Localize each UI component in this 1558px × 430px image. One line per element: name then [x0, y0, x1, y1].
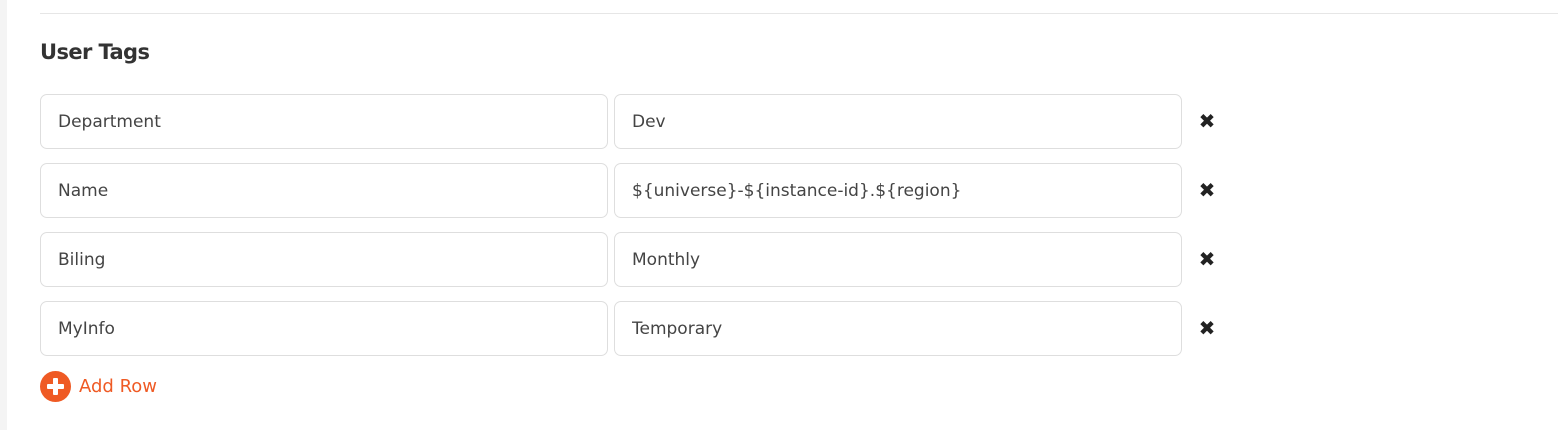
- tag-value-input[interactable]: [614, 301, 1182, 356]
- tag-key-input[interactable]: [40, 301, 608, 356]
- remove-row-close-icon[interactable]: ✖: [1198, 109, 1216, 133]
- remove-row-close-icon[interactable]: ✖: [1198, 316, 1216, 340]
- remove-row-close-icon[interactable]: ✖: [1198, 178, 1216, 202]
- tag-value-input[interactable]: [614, 94, 1182, 149]
- add-row-label: Add Row: [79, 376, 158, 397]
- plus-circle-icon: [40, 371, 71, 402]
- tag-key-input[interactable]: [40, 232, 608, 287]
- tag-row: ✖: [40, 163, 1240, 218]
- left-sidebar-edge: [0, 0, 7, 430]
- tag-row: ✖: [40, 301, 1240, 356]
- tag-value-input[interactable]: [614, 232, 1182, 287]
- tag-row: ✖: [40, 232, 1240, 287]
- tag-key-input[interactable]: [40, 94, 608, 149]
- add-row-button[interactable]: Add Row: [40, 371, 157, 402]
- section-title: User Tags: [40, 40, 150, 64]
- divider: [40, 13, 1558, 14]
- remove-row-close-icon[interactable]: ✖: [1198, 247, 1216, 271]
- tag-key-input[interactable]: [40, 163, 608, 218]
- tag-value-input[interactable]: [614, 163, 1182, 218]
- tag-row: ✖: [40, 94, 1240, 149]
